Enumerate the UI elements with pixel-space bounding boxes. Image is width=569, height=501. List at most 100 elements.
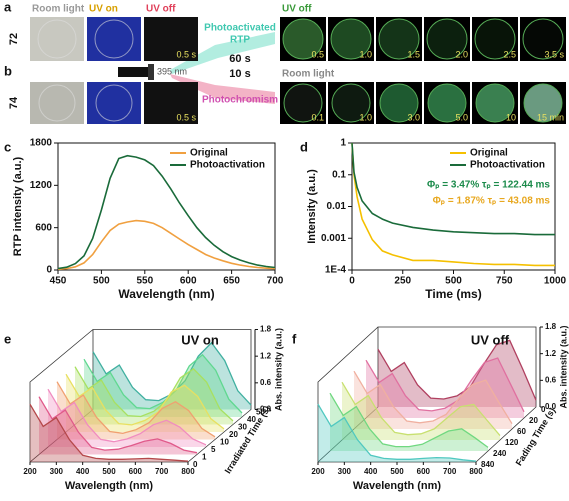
x-tick-label: 700 bbox=[443, 467, 457, 476]
plot-frame bbox=[57, 142, 276, 271]
spectrum-fill bbox=[330, 393, 488, 451]
flashlight-head bbox=[148, 64, 154, 80]
path-time: 60 s bbox=[229, 53, 250, 65]
chart-title: UV off bbox=[471, 332, 510, 347]
depth-tick-label: 50 bbox=[256, 408, 265, 417]
photo bbox=[30, 82, 84, 124]
photo-time: 0.5 bbox=[311, 49, 324, 59]
depth-tick-label: 5 bbox=[211, 445, 216, 454]
z-tick-label: 0.6 bbox=[545, 375, 557, 384]
x-axis-title: Wavelength (nm) bbox=[65, 480, 154, 492]
panel-label: c bbox=[4, 139, 11, 154]
photo-disc bbox=[95, 84, 133, 122]
spectrum-fill bbox=[39, 396, 197, 455]
path-label: RTP bbox=[230, 35, 250, 46]
photo-time: 1.0 bbox=[359, 112, 372, 122]
spectrum bbox=[341, 381, 501, 437]
spectrum-fill bbox=[318, 404, 476, 462]
photo-disc bbox=[282, 18, 324, 60]
spectrum-fill bbox=[30, 404, 188, 462]
x-tick-label: 500 bbox=[93, 276, 110, 287]
x-tick-label: 200 bbox=[311, 467, 325, 476]
photo-time: 1.0 bbox=[359, 49, 372, 59]
spectrum-fill bbox=[48, 389, 206, 447]
x-tick-label: 750 bbox=[496, 276, 513, 287]
photo-disc bbox=[427, 83, 467, 123]
y-tick-label: 1 bbox=[340, 138, 346, 149]
x-tick-label: 200 bbox=[23, 467, 37, 476]
x-tick-label: 600 bbox=[180, 276, 197, 287]
x-axis-title: Wavelength (nm) bbox=[353, 480, 442, 492]
x-tick-label: 500 bbox=[390, 467, 404, 476]
z-tick-label: 0.0 bbox=[260, 405, 272, 414]
spectrum bbox=[365, 357, 525, 413]
x-tick-label: 1000 bbox=[544, 276, 567, 287]
spectrum-fill bbox=[378, 340, 536, 407]
photo bbox=[144, 82, 198, 124]
x-axis-title: Wavelength (nm) bbox=[118, 287, 214, 301]
legend-label: Photoactivation bbox=[470, 160, 545, 171]
depth-tick-label: 240 bbox=[493, 449, 507, 458]
spectrum-fill bbox=[342, 382, 500, 440]
depth-tick-label: 40 bbox=[247, 415, 256, 424]
x-tick-label: 500 bbox=[445, 276, 462, 287]
spectrum bbox=[353, 370, 513, 425]
photo-time: 0.5 s bbox=[176, 112, 196, 122]
path-time: 10 s bbox=[229, 68, 250, 80]
panel-label: a bbox=[4, 0, 12, 14]
x-tick-label: 800 bbox=[469, 467, 483, 476]
legend-label: Original bbox=[190, 148, 228, 159]
annotation: Φₚ = 1.87% τₚ = 43.08 ms bbox=[433, 196, 551, 207]
x-tick-label: 300 bbox=[338, 467, 352, 476]
legend-label: Photoactivation bbox=[190, 160, 265, 171]
flashlight bbox=[118, 67, 148, 77]
photo-disc bbox=[38, 84, 76, 122]
panel-label: f bbox=[292, 331, 297, 346]
photo-time: 1.5 bbox=[407, 49, 420, 59]
photo-disc bbox=[94, 19, 134, 59]
panel-label: b bbox=[4, 63, 12, 78]
y-tick-label: 0.1 bbox=[332, 169, 346, 180]
photo-disc bbox=[426, 18, 468, 60]
photo-disc bbox=[331, 83, 371, 123]
spectrum bbox=[317, 403, 477, 462]
y-tick-label: 600 bbox=[35, 222, 52, 233]
series-line bbox=[351, 142, 555, 267]
spectrum bbox=[329, 392, 489, 448]
spectrum-fill bbox=[366, 358, 524, 418]
depth-tick-label: 840 bbox=[481, 460, 495, 469]
z-tick-label: 1.8 bbox=[545, 322, 557, 331]
photo-disc bbox=[37, 19, 77, 59]
panel-label: e bbox=[4, 331, 11, 346]
chart-title: UV on bbox=[181, 332, 219, 347]
spectrum-fill bbox=[66, 374, 224, 432]
depth-tick-label: 20 bbox=[529, 416, 538, 425]
photo-disc bbox=[475, 83, 515, 123]
x-tick-label: 700 bbox=[267, 276, 284, 287]
tile-title: UV on bbox=[89, 4, 118, 15]
x-tick-label: 600 bbox=[129, 467, 143, 476]
row-label: 72 bbox=[8, 33, 20, 45]
z-axis-title: Abs. intensity (a.u.) bbox=[558, 325, 568, 408]
photo bbox=[30, 17, 84, 61]
spectrum bbox=[38, 396, 198, 454]
legend-label: Original bbox=[470, 148, 508, 159]
y-tick-label: 0.001 bbox=[321, 233, 346, 244]
y-tick-label: 1E-4 bbox=[325, 265, 347, 276]
x-tick-label: 400 bbox=[76, 467, 90, 476]
photo-disc bbox=[522, 18, 564, 60]
depth-tick-label: 30 bbox=[238, 423, 247, 432]
spectrum-fill bbox=[75, 366, 233, 425]
photo bbox=[144, 17, 198, 61]
depth-tick-label: 20 bbox=[229, 430, 238, 439]
photo bbox=[87, 82, 141, 124]
photo-time: 15 min bbox=[537, 112, 564, 122]
x-tick-label: 550 bbox=[136, 276, 153, 287]
tile-title: Room light bbox=[32, 4, 85, 15]
spectrum bbox=[74, 366, 234, 422]
x-tick-label: 0 bbox=[349, 276, 355, 287]
tile-title: UV off bbox=[146, 4, 176, 15]
z-tick-label: 0.0 bbox=[545, 402, 557, 411]
box-outline bbox=[29, 329, 252, 463]
z-tick-label: 1.2 bbox=[545, 349, 557, 358]
